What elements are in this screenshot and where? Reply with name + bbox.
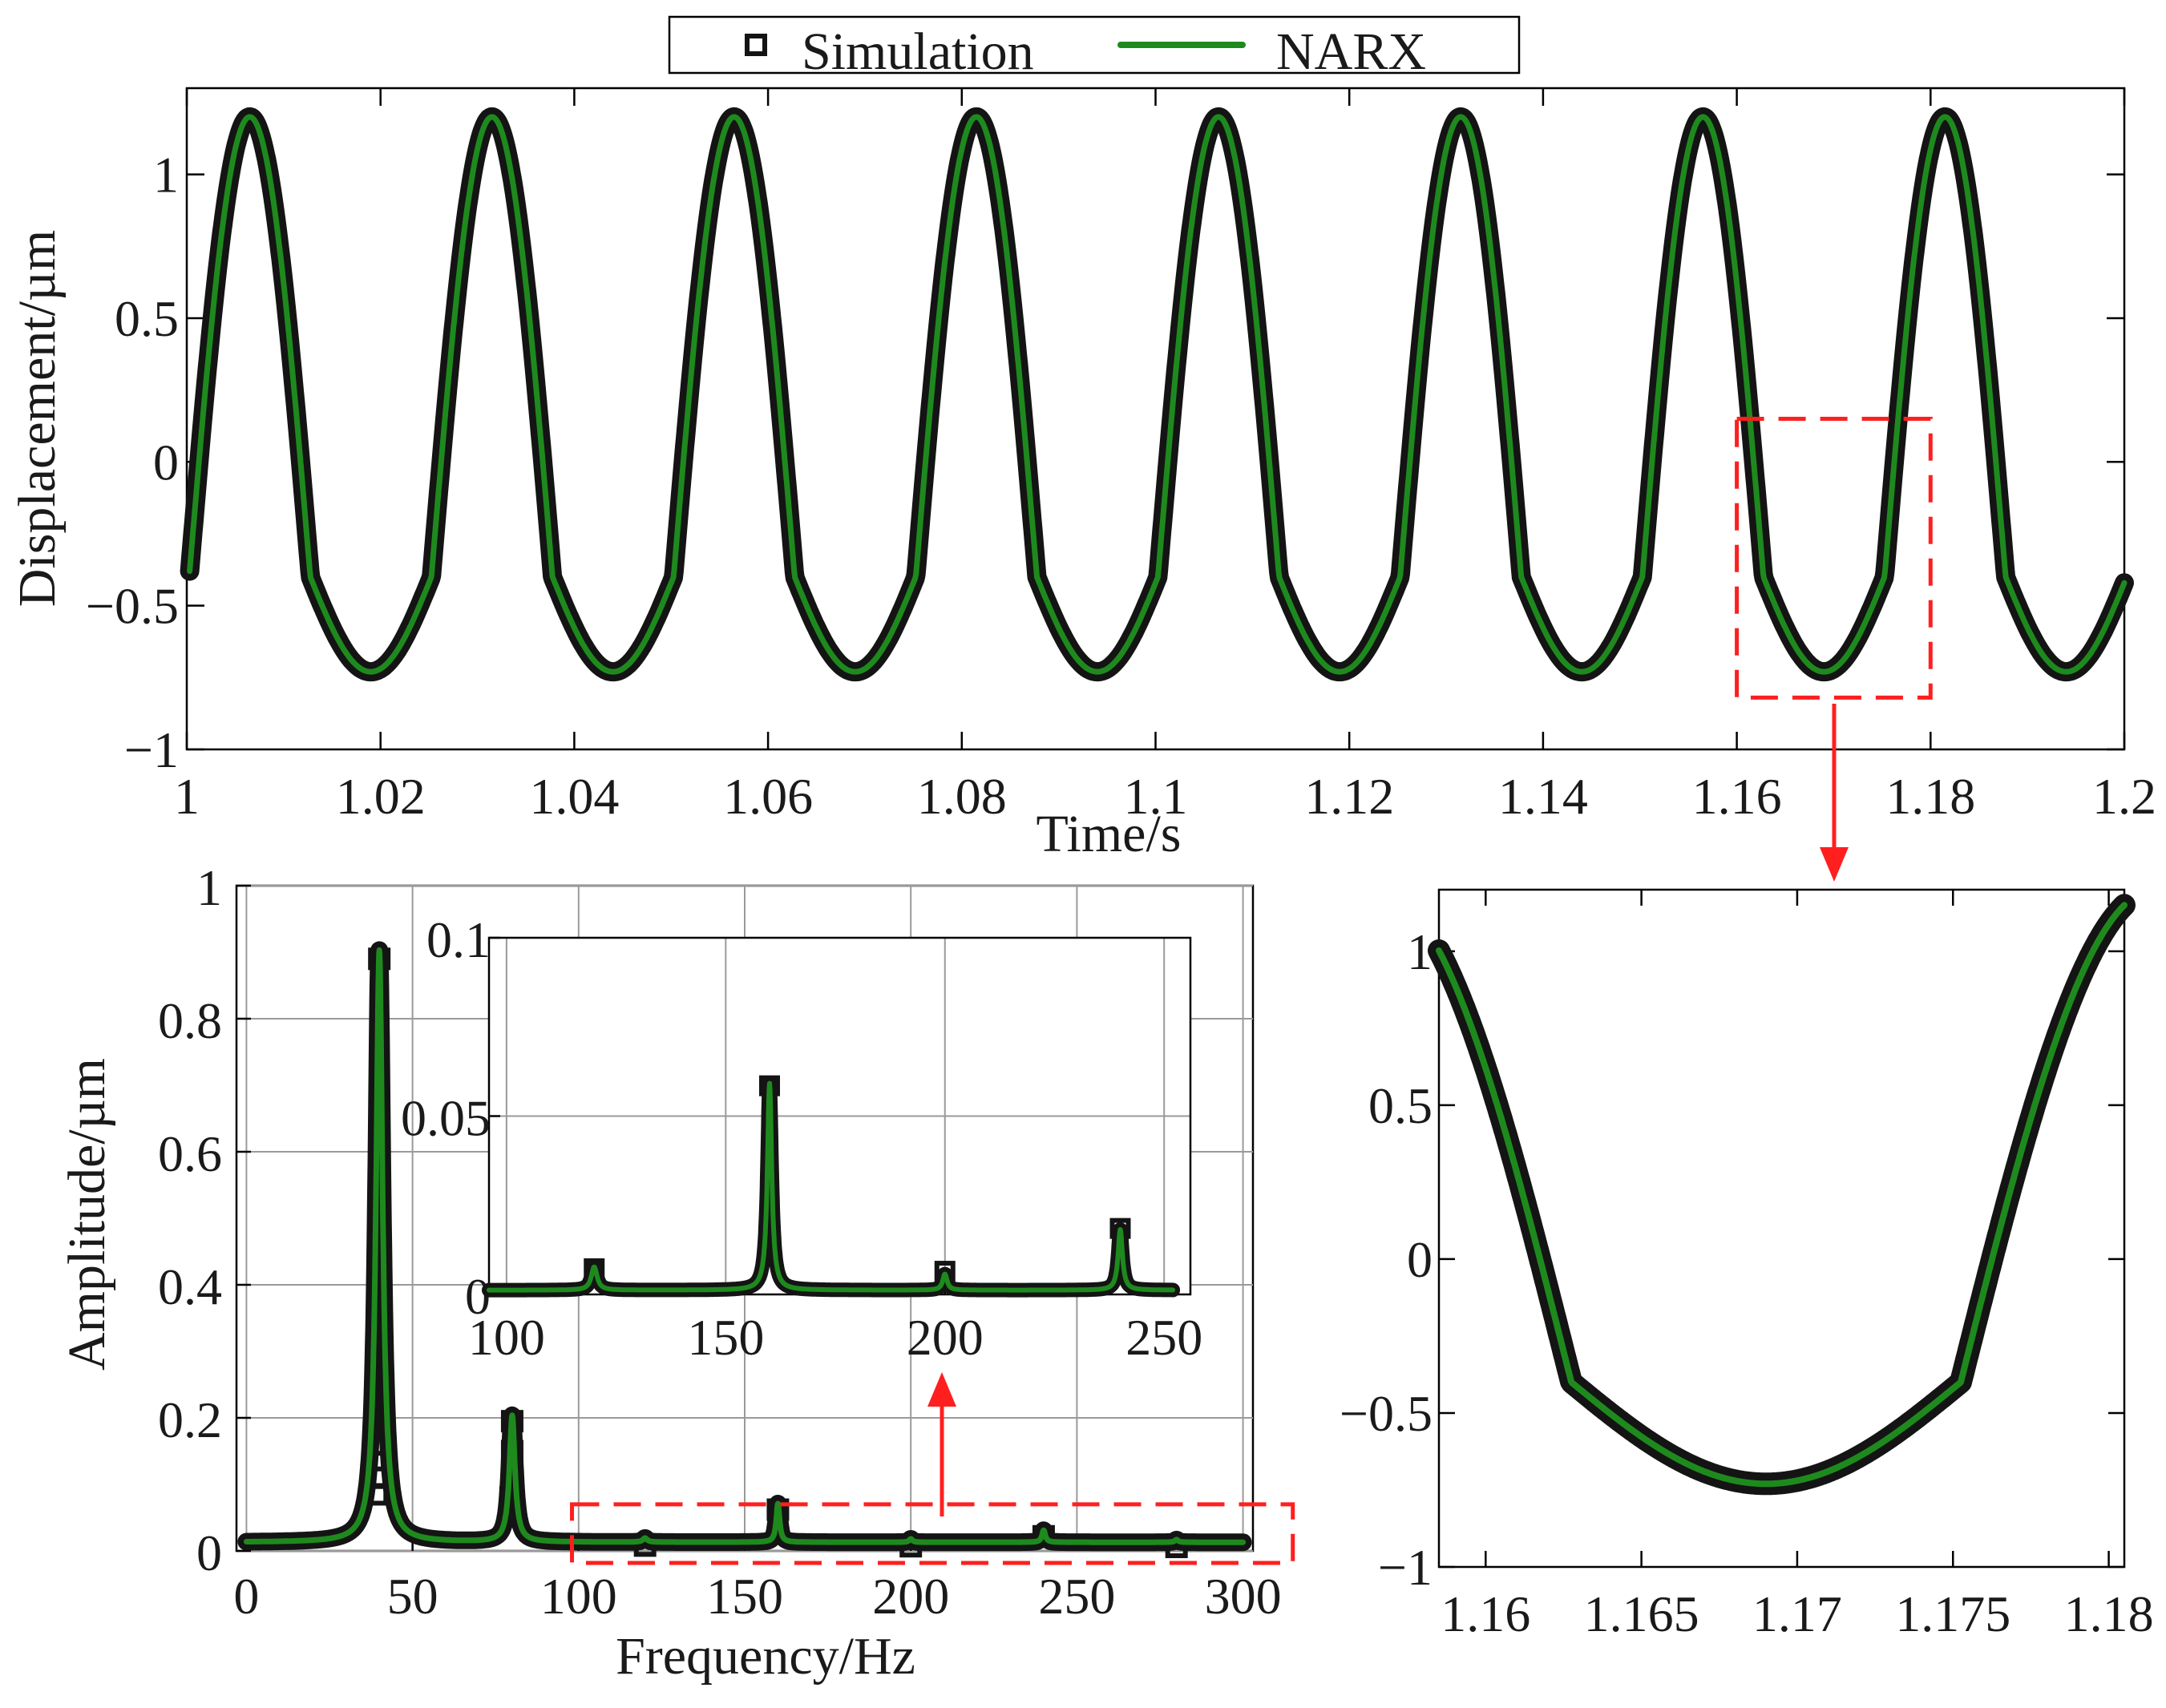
spectrum-series xyxy=(237,941,1252,1559)
zoom-xtick-label: 1.18 xyxy=(2064,1585,2154,1642)
time-xtick-label: 1 xyxy=(174,768,200,825)
legend-simulation-marker xyxy=(745,34,767,56)
time-xtick-label: 1.06 xyxy=(723,768,813,825)
inset-xtick-label: 100 xyxy=(468,1309,545,1366)
inset-xtick-label: 200 xyxy=(907,1309,984,1366)
time-xtick-label: 1.08 xyxy=(917,768,1007,825)
time-xlabel: Time/s xyxy=(1037,805,1182,863)
time-xtick-label: 1.12 xyxy=(1304,768,1394,825)
spectrum-xtick-label: 150 xyxy=(706,1568,783,1625)
time-domain-panel: 1 1.02 1.04 1.06 1.08 1.1 1.12 1.14 1.16 1.18 1.2 −… xyxy=(8,87,2156,863)
time-zoom-highlight-box xyxy=(1735,417,1933,700)
inset-ytick-label: 0.1 xyxy=(426,911,491,968)
zoom-ytick-label: 0.5 xyxy=(1368,1077,1433,1134)
spectrum-ticks: 0 50 100 150 200 250 300 0 0.2 0.4 0.6 0.8 1 xyxy=(158,859,1282,1625)
zoom-xtick-label: 1.16 xyxy=(1441,1585,1530,1642)
inset-xtick-label: 250 xyxy=(1125,1309,1202,1366)
spectrum-ytick-label: 0.6 xyxy=(158,1125,222,1182)
spectrum-narx-series xyxy=(243,947,1247,1545)
spectrum-xtick-label: 50 xyxy=(387,1568,438,1625)
zoom-axes-frame xyxy=(1437,888,2126,1569)
zoom-arrow-head xyxy=(1820,847,1849,882)
legend-simulation-label: Simulation xyxy=(802,22,1034,81)
time-ytick-label: −1 xyxy=(124,721,179,778)
time-xtick-label: 1.2 xyxy=(2092,768,2156,825)
zoom-xtick-label: 1.17 xyxy=(1752,1585,1842,1642)
spectrum-ytick-label: 0.2 xyxy=(158,1391,222,1448)
zoom-ticks: 1.16 1.165 1.17 1.175 1.18−1−0.500.51 xyxy=(1340,890,2154,1642)
inset-series xyxy=(482,1075,1181,1298)
inset-arrow-head xyxy=(927,1372,956,1407)
time-ytick-label: 0 xyxy=(153,434,179,491)
zoom-xtick-label: 1.165 xyxy=(1584,1585,1699,1642)
time-xtick-label: 1.02 xyxy=(336,768,426,825)
time-xtick-label: 1.18 xyxy=(1885,768,1975,825)
spectrum-xtick-label: 100 xyxy=(540,1568,617,1625)
time-ytick-label: 1 xyxy=(153,147,179,204)
time-xtick-label: 1.16 xyxy=(1692,768,1782,825)
spectrum-ylabel: Amplitude/µm xyxy=(58,1058,116,1371)
spectrum-ytick-label: 1 xyxy=(196,859,222,916)
inset-narx-series xyxy=(487,1080,1176,1293)
inset-simulation-marker xyxy=(584,1258,605,1279)
time-ylabel: Displacement/µm xyxy=(8,230,67,608)
time-ticks: 1 1.02 1.04 1.06 1.08 1.1 1.12 1.14 1.16 1.18 1.2 −… xyxy=(86,88,2156,825)
legend-narx-label: NARX xyxy=(1276,22,1426,81)
spectrum-ytick-label: 0.4 xyxy=(158,1258,222,1315)
legend-box xyxy=(668,15,1521,75)
spectrum-zoom-highlight-box xyxy=(570,1502,1295,1565)
spectrum-xtick-label: 300 xyxy=(1205,1568,1282,1625)
spectrum-xtick-label: 250 xyxy=(1038,1568,1115,1625)
spectrum-ytick-label: 0 xyxy=(196,1524,222,1581)
time-simulation-series xyxy=(180,107,2134,682)
zoom-simulation-series xyxy=(1428,894,2136,1496)
time-xtick-label: 1.14 xyxy=(1498,768,1588,825)
zoom-ytick-label: −0.5 xyxy=(1340,1385,1433,1442)
spectrum-xtick-label: 200 xyxy=(872,1568,949,1625)
inset-xtick-label: 150 xyxy=(687,1309,764,1366)
legend: Simulation NARX xyxy=(668,15,1521,81)
spectrum-xtick-label: 0 xyxy=(233,1568,259,1625)
zoom-series xyxy=(1428,894,2136,1496)
zoom-narx-series xyxy=(1436,902,2128,1488)
inset-ytick-label: 0.05 xyxy=(401,1090,491,1147)
spectrum-panel: 0 50 100 150 200 250 300 0 0.2 0.4 0.6 0.8 1 Frequen… xyxy=(58,859,1282,1686)
time-narx-series xyxy=(187,114,2128,675)
highlights xyxy=(570,417,1933,1565)
zoom-ytick-label: 0 xyxy=(1407,1231,1433,1288)
spectrum-ytick-label: 0.8 xyxy=(158,992,222,1049)
zoom-xtick-label: 1.175 xyxy=(1895,1585,2010,1642)
time-xtick-label: 1.1 xyxy=(1124,768,1188,825)
zoom-panel: 1.16 1.165 1.17 1.175 1.18−1−0.500.51 xyxy=(1340,888,2154,1642)
spectrum-xlabel: Frequency/Hz xyxy=(616,1627,915,1686)
time-ytick-label: 0.5 xyxy=(115,290,179,347)
zoom-ytick-label: −1 xyxy=(1378,1539,1433,1596)
time-ytick-label: −0.5 xyxy=(86,578,179,635)
time-series xyxy=(180,107,2134,682)
time-xtick-label: 1.04 xyxy=(529,768,619,825)
